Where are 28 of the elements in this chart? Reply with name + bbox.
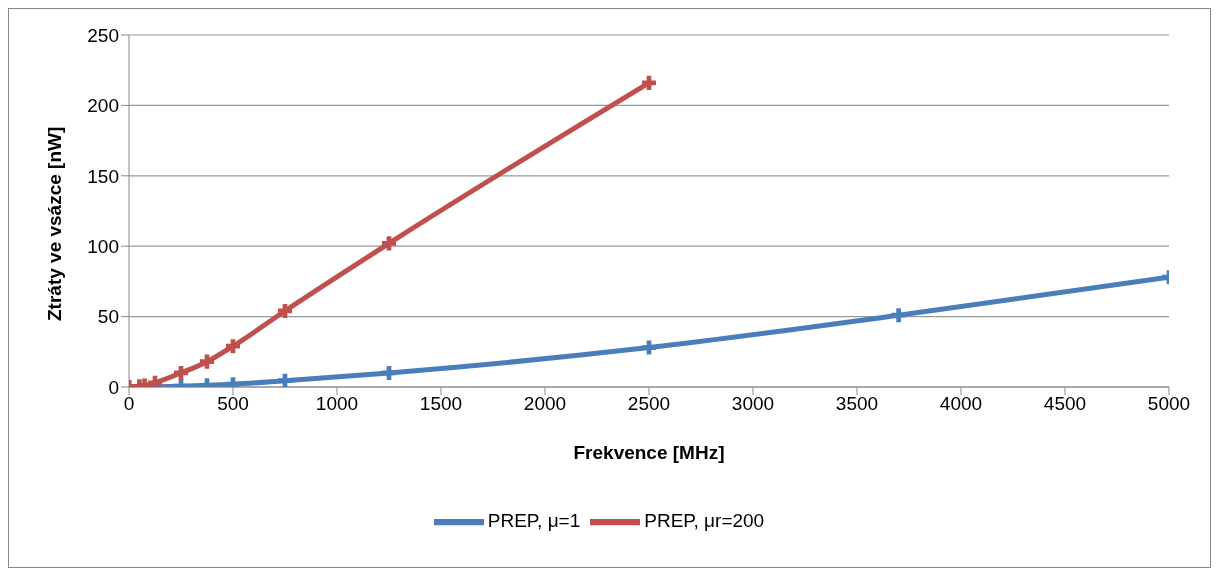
y-axis-title: Ztráty ve vsázce [nW] — [43, 126, 65, 321]
legend-label: PREP, μ=1 — [487, 510, 581, 532]
y-tick-label: 50 — [97, 306, 119, 328]
y-tick-label: 200 — [87, 95, 119, 117]
x-tick-label: 1500 — [419, 393, 463, 415]
x-tick-label: 4500 — [1043, 393, 1087, 415]
x-tick-label: 4000 — [939, 393, 983, 415]
x-tick-label: 1000 — [315, 393, 359, 415]
point — [277, 373, 293, 387]
x-axis-title: Frekvence [MHz] — [573, 442, 725, 463]
point — [381, 236, 397, 251]
legend-label: PREP, μr=200 — [644, 510, 765, 532]
x-tick-label: 500 — [217, 393, 249, 415]
x-tick-label: 5000 — [1147, 393, 1191, 415]
x-tick-label: 2000 — [523, 393, 567, 415]
point — [891, 308, 906, 323]
x-tick-label: 2500 — [627, 393, 671, 415]
x-tick-label: 3000 — [731, 393, 775, 415]
x-tick-label: 0 — [123, 393, 135, 415]
y-tick-label: 150 — [87, 165, 119, 187]
x-tick-label: 3500 — [835, 393, 879, 415]
point — [225, 339, 241, 354]
point — [641, 340, 657, 355]
y-tick-label: 100 — [87, 235, 119, 257]
y-tick-label: 0 — [108, 376, 119, 398]
y-tick-label: 250 — [87, 24, 119, 46]
point — [147, 375, 163, 387]
point — [199, 354, 215, 369]
